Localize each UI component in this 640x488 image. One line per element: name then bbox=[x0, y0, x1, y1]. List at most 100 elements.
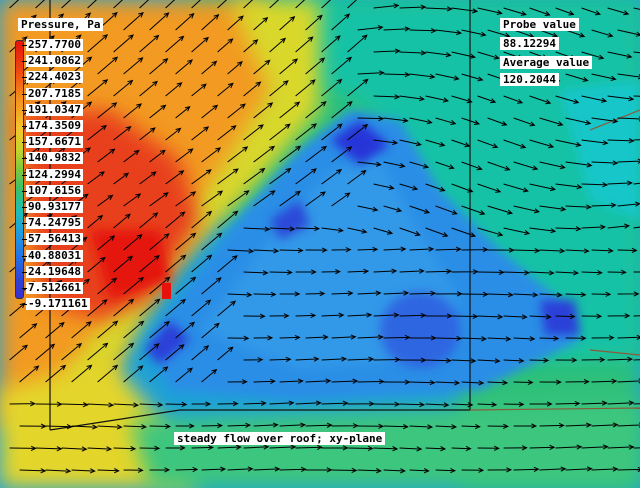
velocity-arrow bbox=[581, 139, 609, 146]
velocity-arrow bbox=[321, 445, 349, 451]
velocity-arrow bbox=[357, 161, 382, 167]
velocity-arrow bbox=[269, 80, 289, 97]
velocity-arrow bbox=[503, 7, 527, 16]
velocity-arrow bbox=[477, 51, 500, 60]
velocity-arrow bbox=[529, 95, 552, 105]
velocity-arrow bbox=[305, 422, 333, 428]
velocity-arrow bbox=[139, 34, 160, 53]
velocity-arrow bbox=[513, 117, 536, 127]
velocity-arrow bbox=[175, 148, 194, 163]
velocity-arrow bbox=[477, 401, 498, 408]
velocity-arrow bbox=[461, 467, 485, 473]
velocity-arrow bbox=[217, 401, 239, 407]
velocity-arrow bbox=[591, 29, 614, 38]
velocity-arrow bbox=[201, 232, 223, 251]
average-value-label: Average value bbox=[500, 56, 593, 69]
velocity-arrow bbox=[113, 342, 135, 361]
velocity-arrow bbox=[461, 380, 485, 386]
velocity-arrow bbox=[139, 0, 150, 9]
velocity-arrow bbox=[617, 29, 640, 37]
velocity-arrow bbox=[373, 94, 401, 100]
velocity-arrow bbox=[581, 7, 601, 16]
velocity-arrow bbox=[87, 446, 113, 452]
velocity-arrow bbox=[201, 14, 220, 31]
velocity-arrow bbox=[591, 117, 619, 124]
velocity-arrow bbox=[357, 115, 385, 122]
contour-deep-blue-top bbox=[330, 120, 390, 165]
velocity-arrow bbox=[165, 211, 186, 229]
colorbar-tick-label: 207.7185 bbox=[26, 87, 83, 100]
velocity-arrow bbox=[607, 356, 634, 362]
velocity-arrow bbox=[165, 344, 185, 361]
velocity-arrow bbox=[347, 169, 367, 185]
velocity-arrow bbox=[295, 356, 320, 362]
velocity-arrow bbox=[503, 358, 525, 364]
velocity-arrow bbox=[633, 271, 640, 273]
velocity-arrow bbox=[383, 290, 410, 296]
velocity-arrow bbox=[477, 269, 505, 275]
velocity-arrow bbox=[487, 380, 509, 386]
velocity-arrow bbox=[269, 313, 290, 319]
velocity-arrow bbox=[243, 167, 266, 185]
velocity-arrow bbox=[607, 7, 630, 16]
velocity-arrow bbox=[305, 101, 327, 119]
velocity-arrow bbox=[201, 190, 224, 207]
velocity-arrow bbox=[529, 314, 552, 320]
velocity-arrow bbox=[357, 378, 385, 385]
velocity-arrow bbox=[555, 400, 581, 407]
velocity-arrow bbox=[477, 183, 502, 193]
velocity-arrow bbox=[321, 312, 345, 318]
velocity-arrow bbox=[607, 51, 633, 59]
velocity-arrow bbox=[435, 117, 457, 125]
velocity-arrow bbox=[399, 4, 427, 10]
velocity-arrow bbox=[321, 400, 349, 406]
velocity-arrow bbox=[357, 205, 379, 212]
velocity-arrow bbox=[87, 171, 105, 185]
velocity-arrow bbox=[123, 57, 144, 75]
velocity-arrow bbox=[373, 227, 394, 235]
velocity-arrow bbox=[113, 125, 132, 141]
legend-title: Pressure, Pa bbox=[18, 18, 104, 31]
velocity-arrow bbox=[269, 400, 295, 406]
colorbar-tick-label: 124.2994 bbox=[26, 168, 83, 181]
velocity-arrow bbox=[347, 0, 357, 9]
colorbar-tick-label: 157.6671 bbox=[26, 135, 83, 148]
velocity-arrow bbox=[97, 148, 116, 163]
velocity-arrow bbox=[617, 422, 640, 428]
velocity-arrow bbox=[461, 336, 488, 342]
velocity-arrow bbox=[217, 444, 242, 450]
velocity-arrow bbox=[61, 446, 88, 452]
velocity-arrow bbox=[399, 95, 425, 102]
velocity-arrow bbox=[71, 364, 93, 383]
velocity-arrow bbox=[409, 73, 436, 80]
velocity-arrow bbox=[149, 104, 167, 119]
velocity-arrow bbox=[191, 0, 202, 9]
velocity-arrow bbox=[425, 6, 453, 12]
contour-deep-blue-left bbox=[145, 320, 190, 365]
velocity-arrow bbox=[175, 59, 193, 75]
colorbar-tick-mark bbox=[22, 256, 27, 257]
colorbar-tick-label: 24.19648 bbox=[26, 265, 83, 278]
velocity-arrow bbox=[227, 379, 248, 385]
velocity-arrow bbox=[539, 161, 566, 170]
velocity-arrow bbox=[165, 401, 188, 408]
velocity-arrow bbox=[97, 56, 119, 75]
velocity-arrow bbox=[633, 226, 640, 229]
velocity-arrow bbox=[529, 183, 557, 192]
velocity-arrow bbox=[383, 334, 411, 341]
velocity-arrow bbox=[435, 246, 462, 252]
velocity-arrow bbox=[201, 277, 222, 295]
velocity-arrow bbox=[607, 223, 631, 229]
velocity-arrow bbox=[243, 270, 269, 276]
velocity-arrow bbox=[373, 139, 399, 146]
contour-red-core bbox=[90, 230, 170, 300]
velocity-arrow bbox=[87, 299, 108, 317]
velocity-arrow bbox=[633, 403, 640, 405]
velocity-arrow bbox=[191, 299, 212, 317]
velocity-arrow bbox=[539, 335, 560, 342]
velocity-arrow bbox=[253, 248, 280, 254]
velocity-arrow bbox=[71, 424, 99, 430]
pressure-colorbar bbox=[15, 40, 24, 299]
velocity-arrow bbox=[123, 424, 148, 430]
